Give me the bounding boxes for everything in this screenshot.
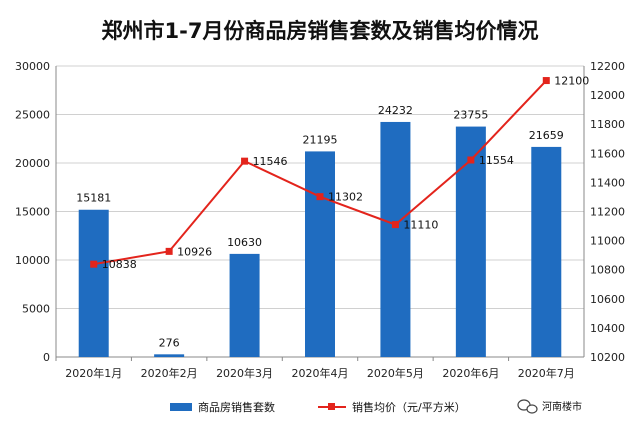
y-right-tick-label: 11200 (590, 206, 625, 219)
price-value-label: 11546 (253, 155, 288, 168)
bar (305, 151, 335, 357)
y-right-tick-label: 10600 (590, 293, 625, 306)
price-point (90, 260, 98, 268)
bar (455, 126, 486, 357)
x-tick-label: 2020年1月 (65, 366, 122, 380)
price-value-label: 11554 (479, 154, 514, 167)
x-tick-label: 2020年6月 (442, 366, 499, 380)
y-left-tick-label: 30000 (15, 60, 50, 73)
price-value-label: 10926 (177, 245, 212, 258)
watermark: 河南楼市 (517, 399, 582, 414)
y-right-tick-label: 10200 (590, 351, 625, 364)
legend-line-marker (328, 403, 335, 410)
y-left-tick-label: 5000 (22, 303, 50, 316)
price-point (316, 193, 324, 201)
bar-value-label: 21659 (529, 129, 564, 142)
bar (531, 146, 562, 357)
y-right-tick-label: 10400 (590, 322, 625, 335)
bar (154, 354, 185, 357)
price-point (542, 77, 550, 85)
legend-bar-label: 商品房销售套数 (198, 400, 275, 414)
y-left-tick-label: 20000 (15, 157, 50, 170)
x-tick-label: 2020年5月 (367, 366, 424, 380)
legend-line-label: 销售均价（元/平方米） (352, 400, 466, 414)
y-right-tick-label: 12000 (590, 89, 625, 102)
wechat-icon (517, 399, 538, 414)
bar-value-label: 10630 (227, 236, 262, 249)
y-left-tick-label: 10000 (15, 254, 50, 267)
watermark-text: 河南楼市 (542, 400, 582, 413)
bar (78, 209, 109, 357)
x-tick-label: 2020年7月 (518, 366, 575, 380)
bar-series (78, 121, 562, 357)
bar-value-label: 276 (159, 336, 180, 349)
y-right-tick-label: 10800 (590, 264, 625, 277)
y-left-tick-label: 25000 (15, 109, 50, 122)
x-tick-label: 2020年3月 (216, 366, 273, 380)
price-value-label: 12100 (554, 75, 589, 88)
bar-value-label: 21195 (303, 133, 338, 146)
bar (380, 121, 411, 357)
y-right-tick-label: 12200 (590, 60, 625, 73)
y-right-tick-label: 11400 (590, 176, 625, 189)
bar-value-label: 23755 (453, 109, 488, 122)
y-left-tick-label: 0 (43, 351, 50, 364)
bar-value-label: 24232 (378, 104, 413, 117)
x-tick-label: 2020年4月 (292, 366, 349, 380)
price-point (241, 157, 249, 165)
y-right-tick-label: 11600 (590, 147, 625, 160)
chart-title: 郑州市1-7月份商品房销售套数及销售均价情况 (102, 19, 539, 43)
price-point (467, 156, 475, 164)
bar (229, 253, 260, 357)
price-point (391, 221, 399, 229)
price-value-label: 10838 (102, 258, 137, 271)
x-tick-label: 2020年2月 (141, 366, 198, 380)
price-value-label: 11302 (328, 191, 363, 204)
y-right-tick-label: 11000 (590, 235, 625, 248)
y-right-tick-label: 11800 (590, 118, 625, 131)
legend: 商品房销售套数 销售均价（元/平方米） (170, 400, 466, 414)
legend-bar-swatch (170, 403, 192, 411)
price-point (165, 247, 173, 255)
data-labels: 15181 276 10630 21195 24232 23755 21659 10838 10… (76, 75, 589, 350)
tick-labels: 0 5000 10000 15000 20000 25000 30000 10200 10400… (15, 60, 625, 380)
y-left-tick-label: 15000 (15, 206, 50, 219)
line-series (90, 77, 550, 268)
bar-value-label: 15181 (76, 192, 111, 205)
price-value-label: 11110 (403, 219, 438, 232)
